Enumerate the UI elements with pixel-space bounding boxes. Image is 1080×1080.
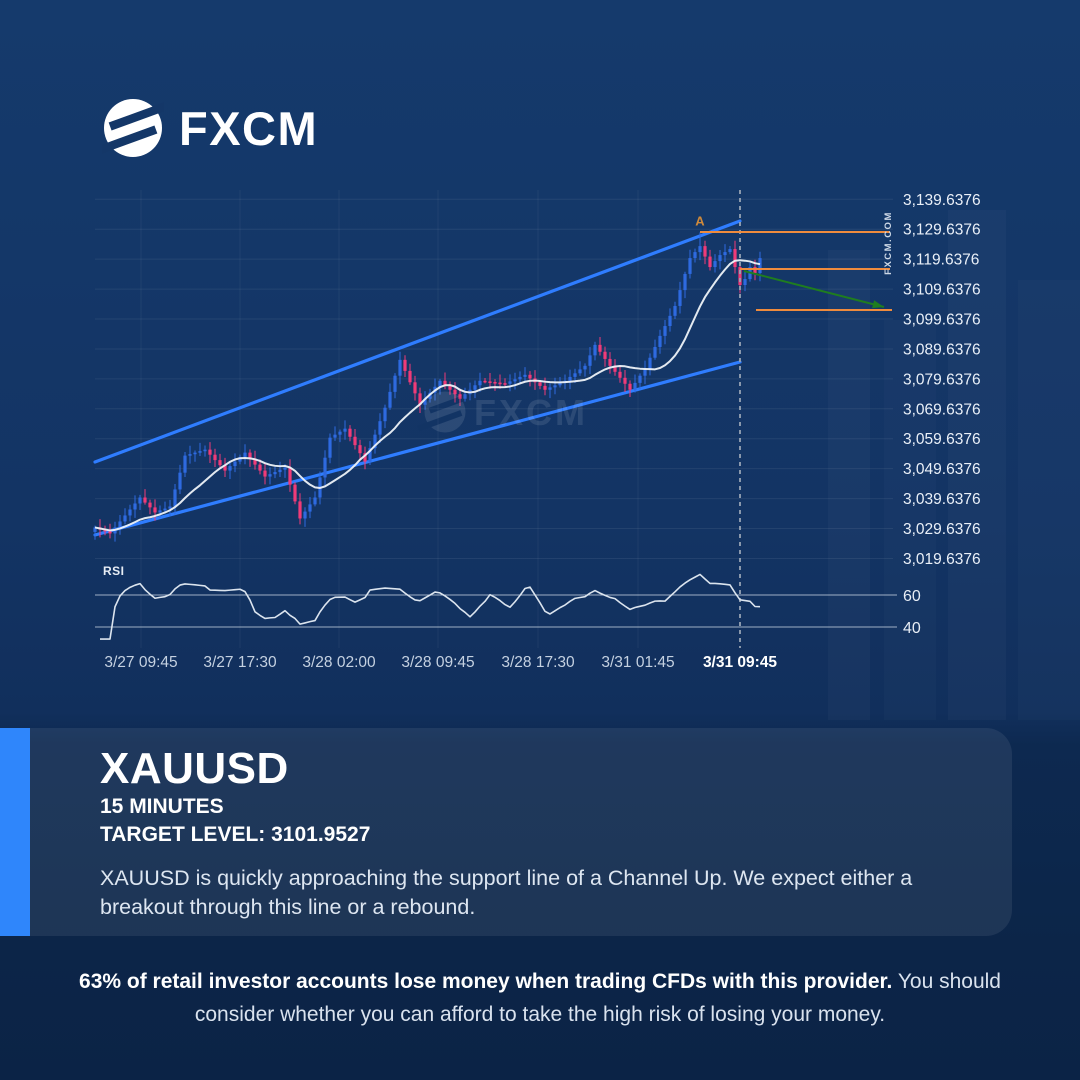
symbol-title: XAUUSD [100, 744, 289, 793]
rsi-title: RSI [103, 564, 125, 578]
x-axis-label: 3/28 17:30 [501, 654, 575, 671]
channel-up-pattern [93, 219, 742, 537]
y-axis-label: 3,019.6376 [903, 551, 981, 568]
price-level-lines [700, 231, 892, 311]
risk-disclaimer: 63% of retail investor accounts lose mon… [40, 966, 1040, 1031]
fxcm-logo-text: FXCM [179, 101, 319, 155]
x-axis-label: 3/28 09:45 [401, 654, 474, 671]
rsi-level-label: 40 [903, 620, 921, 637]
fxcm-watermark-text: FXCM [474, 392, 588, 433]
rsi-line [100, 573, 761, 640]
risk-disclaimer-bold: 63% of retail investor accounts lose mon… [79, 970, 893, 993]
target-level-label: TARGET LEVEL: [100, 823, 266, 847]
price-chart: A FXCM FXCM.COM 60 40 RSI 3,139.6376 3,129.6376… [93, 190, 981, 671]
x-axis-label: 3/27 17:30 [203, 654, 277, 671]
y-axis-label: 3,069.6376 [903, 401, 981, 418]
signal-description: XAUUSD is quickly approaching the suppor… [100, 866, 913, 919]
target-arrow [743, 270, 885, 309]
grid-lines [95, 190, 893, 648]
y-axis-label: 3,049.6376 [903, 461, 981, 478]
risk-disclaimer-rest: You should consider whether you can affo… [194, 970, 1001, 1026]
x-axis-label: 3/27 09:45 [104, 654, 177, 671]
y-axis-label: 3,029.6376 [903, 521, 981, 538]
fxcm-logo-icon [102, 99, 164, 157]
card-accent-bar [0, 728, 30, 936]
candles-layer [93, 232, 762, 542]
target-level-line: TARGET LEVEL: 3101.9527 [100, 823, 972, 847]
y-axis-label: 3,059.6376 [903, 431, 981, 448]
fxcm-com-vertical-label: FXCM.COM [883, 211, 894, 275]
signal-card: XAUUSD 15 MINUTES TARGET LEVEL: 3101.952… [30, 728, 1012, 936]
rsi-level-label: 60 [903, 588, 921, 605]
fxcm-watermark: FXCM [417, 391, 588, 433]
y-axis-label: 3,089.6376 [903, 341, 981, 358]
channel-upper-line [93, 219, 742, 464]
rsi-panel: 60 40 RSI [95, 564, 921, 640]
channel-lower-line [93, 360, 742, 537]
y-axis-label: 3,099.6376 [903, 312, 981, 329]
y-axis-label: 3,079.6376 [903, 371, 981, 388]
target-level-value: 3101.9527 [271, 823, 371, 847]
x-axis-labels: 3/27 09:45 3/27 17:30 3/28 02:00 3/28 09:45… [104, 654, 777, 671]
x-axis-label: 3/28 02:00 [302, 654, 376, 671]
y-axis-label: 3,139.6376 [903, 192, 981, 209]
y-axis-labels: 3,139.6376 3,129.6376 3,119.6376 3,109.6376… [903, 192, 981, 568]
point-a-marker: A [695, 213, 705, 228]
y-axis-label: 3,109.6376 [903, 282, 981, 299]
moving-average-line [94, 259, 761, 532]
timeframe-label: 15 MINUTES [100, 795, 224, 819]
x-axis-label: 3/31 09:45 [703, 654, 777, 671]
fxcm-logo: FXCM [102, 97, 318, 159]
y-axis-label: 3,129.6376 [903, 222, 981, 239]
y-axis-label: 3,119.6376 [903, 252, 979, 269]
y-axis-label: 3,039.6376 [903, 491, 981, 508]
x-axis-label: 3/31 01:45 [601, 654, 674, 671]
